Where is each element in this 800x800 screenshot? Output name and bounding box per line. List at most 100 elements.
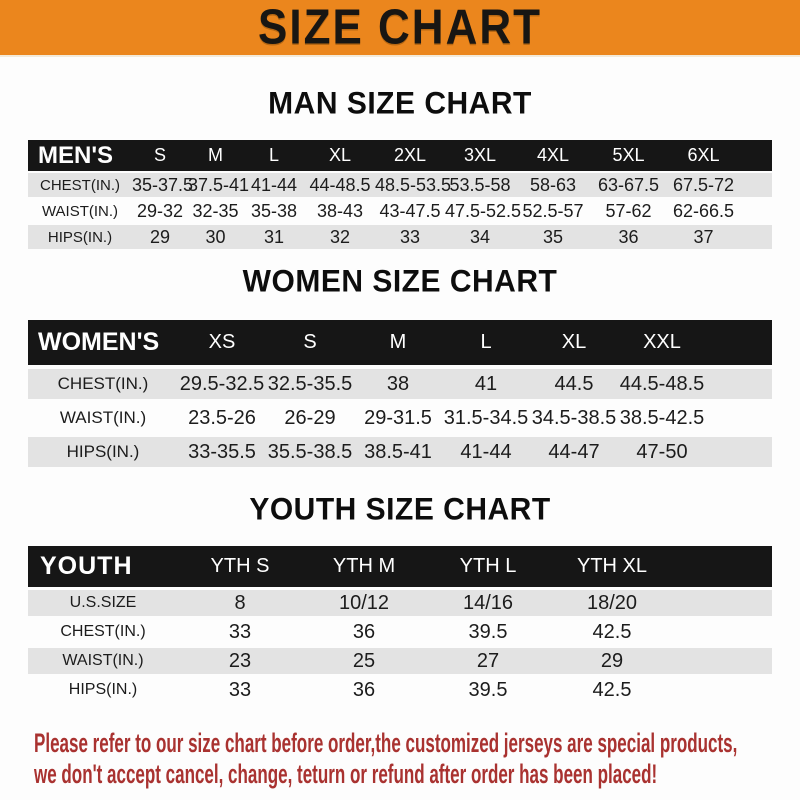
value-cell: 27 (476, 649, 500, 672)
men-hips-row: HIPS(IN.) 29 30 31 32 33 34 35 36 37 (28, 225, 772, 249)
value-cell: 32.5-35.5 (267, 372, 353, 395)
women-size-col-xs: XS (208, 331, 236, 353)
men-chest-row: CHEST(IN.) 35-37.5 37.5-41 41-44 44-48.5… (28, 173, 772, 197)
value-cell: 10/12 (338, 591, 390, 614)
value-cell: 58-63 (529, 174, 577, 195)
value-cell: 38 (386, 372, 410, 395)
value-cell: 62-66.5 (672, 200, 735, 221)
value-cell: 42.5 (592, 620, 632, 643)
men-size-col-6xl: 6XL (687, 145, 720, 165)
value-cell: 35-37.5 (132, 174, 194, 195)
row-label: WAIST(IN.) (59, 408, 147, 427)
value-cell: 37.5-41 (188, 174, 250, 195)
value-cell: 35.5-38.5 (267, 440, 353, 463)
men-size-col-xl: XL (328, 145, 352, 165)
value-cell: 47.5-52.5 (445, 200, 522, 221)
value-cell: 34.5-38.5 (531, 406, 617, 429)
value-cell: 29 (149, 226, 171, 247)
men-size-col-3xl: 3XL (463, 145, 497, 165)
value-cell: 35-38 (250, 200, 298, 221)
youth-size-col-l: YTH L (459, 555, 517, 577)
value-cell: 14/16 (462, 591, 514, 614)
men-size-col-5xl: 5XL (612, 145, 645, 165)
women-chart-title: WOMEN SIZE CHART (242, 264, 558, 299)
value-cell: 23.5-26 (188, 406, 256, 429)
men-size-col-4xl: 4XL (536, 145, 570, 165)
banner-title: SIZE CHART (258, 0, 542, 55)
value-cell: 44-47 (548, 440, 600, 463)
value-cell: 31 (263, 226, 285, 247)
youth-corner-label: YOUTH (40, 552, 133, 580)
youth-table-header-row: YOUTH YTH S YTH M YTH L YTH XL (28, 546, 772, 587)
value-cell: 63-67.5 (597, 174, 660, 195)
women-size-table: WOMEN'S XS S M L XL XXL CHEST(IN.) 29.5-… (28, 320, 772, 467)
disclaimer-line-1: Please refer to our size chart before or… (34, 728, 738, 758)
men-corner-label: MEN'S (38, 141, 114, 169)
value-cell: 26-29 (284, 406, 336, 429)
value-cell: 33 (228, 678, 252, 701)
value-cell: 32-35 (192, 200, 239, 221)
value-cell: 29.5-32.5 (179, 372, 265, 395)
value-cell: 30 (205, 226, 226, 247)
value-cell: 32 (329, 226, 351, 247)
row-label: HIPS(IN.) (47, 228, 113, 246)
value-cell: 29 (600, 649, 624, 672)
value-cell: 33-35.5 (188, 440, 256, 463)
value-cell: 53.5-58 (449, 174, 511, 195)
women-chest-row: CHEST(IN.) 29.5-32.5 32.5-35.5 38 41 44.… (28, 369, 772, 399)
row-label: CHEST(IN.) (40, 176, 120, 194)
women-size-col-m: M (389, 331, 407, 353)
youth-chest-row: CHEST(IN.) 33 36 39.5 42.5 (28, 619, 772, 645)
men-size-col-m: M (208, 145, 223, 165)
row-label: CHEST(IN.) (57, 374, 149, 393)
value-cell: 36 (352, 620, 376, 643)
row-label: U.S.SIZE (69, 594, 137, 611)
value-cell: 18/20 (586, 591, 638, 614)
value-cell: 29-32 (136, 200, 184, 221)
men-waist-row: WAIST(IN.) 29-32 32-35 35-38 38-43 43-47… (28, 199, 772, 223)
value-cell: 52.5-57 (522, 200, 584, 221)
youth-ussize-row: U.S.SIZE 8 10/12 14/16 18/20 (28, 590, 772, 616)
disclaimer-note: Please refer to our size chart before or… (34, 728, 800, 790)
men-size-col-s: S (153, 145, 166, 165)
value-cell: 33 (228, 620, 252, 643)
women-size-col-l: L (480, 331, 492, 353)
youth-waist-row: WAIST(IN.) 23 25 27 29 (28, 648, 772, 674)
youth-size-col-m: YTH M (332, 555, 396, 577)
value-cell: 38.5-41 (364, 440, 432, 463)
row-label: HIPS(IN.) (66, 442, 140, 461)
value-cell: 36 (352, 678, 376, 701)
row-label: CHEST(IN.) (60, 623, 146, 640)
youth-chart-title: YOUTH SIZE CHART (249, 492, 551, 527)
value-cell: 67.5-72 (672, 174, 735, 195)
value-cell: 48.5-53.5 (375, 174, 452, 195)
value-cell: 39.5 (468, 620, 508, 643)
value-cell: 41-44 (250, 174, 298, 195)
value-cell: 35 (542, 226, 564, 247)
men-size-table: MEN'S S M L XL 2XL 3XL 4XL 5XL 6XL CHEST… (28, 140, 772, 249)
value-cell: 43-47.5 (379, 200, 441, 221)
youth-size-col-xl: YTH XL (576, 555, 648, 577)
women-waist-row: WAIST(IN.) 23.5-26 26-29 29-31.5 31.5-34… (28, 403, 772, 433)
men-chart-title: MAN SIZE CHART (268, 86, 532, 121)
value-cell: 44.5 (554, 372, 594, 395)
women-size-col-xxl: XXL (643, 331, 681, 353)
youth-hips-row: HIPS(IN.) 33 36 39.5 42.5 (28, 677, 772, 703)
value-cell: 33 (399, 226, 421, 247)
value-cell: 57-62 (605, 200, 652, 221)
value-cell: 34 (469, 226, 491, 247)
value-cell: 41 (474, 372, 498, 395)
value-cell: 38.5-42.5 (619, 406, 705, 429)
value-cell: 44-48.5 (309, 174, 371, 195)
row-label: WAIST(IN.) (62, 652, 144, 669)
women-corner-label: WOMEN'S (38, 328, 160, 356)
youth-size-col-s: YTH S (210, 555, 270, 577)
size-chart-banner: SIZE CHART (0, 0, 800, 57)
value-cell: 39.5 (468, 678, 508, 701)
value-cell: 42.5 (592, 678, 632, 701)
value-cell: 8 (234, 591, 246, 614)
women-size-col-s: S (303, 331, 317, 353)
row-label: HIPS(IN.) (68, 681, 138, 698)
men-size-col-l: L (268, 145, 279, 165)
value-cell: 41-44 (460, 440, 512, 463)
